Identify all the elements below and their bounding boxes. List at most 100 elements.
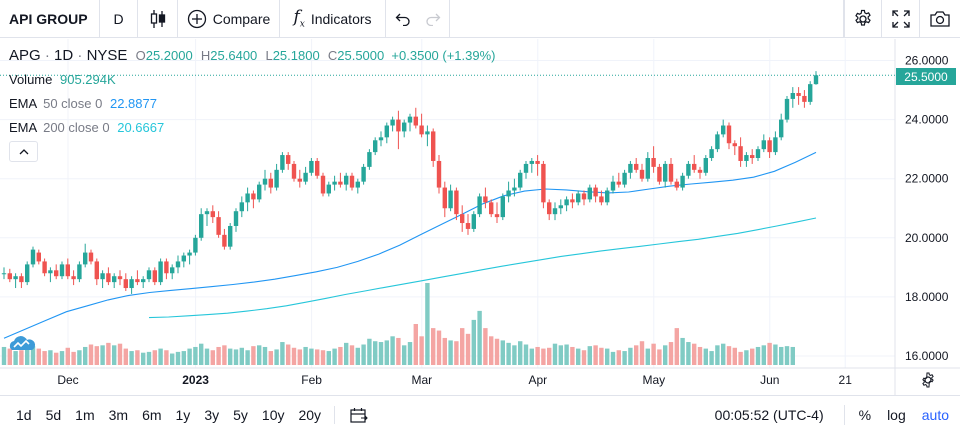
volume-bar — [790, 346, 795, 365]
candle-body — [796, 93, 801, 96]
volume-bar — [77, 350, 82, 365]
volume-bar — [291, 347, 297, 365]
volume-bar — [558, 345, 563, 365]
candle-body — [761, 140, 766, 150]
candle-body — [100, 273, 105, 280]
volume-legend[interactable]: Volume 905.294K — [9, 72, 116, 87]
x-tick-label: 2023 — [182, 373, 209, 387]
candle-body — [36, 252, 41, 262]
volume-bar — [535, 346, 540, 365]
interval-button[interactable]: D — [100, 0, 138, 38]
range-10y-button[interactable]: 10y — [261, 406, 285, 423]
candle-body — [790, 93, 795, 99]
candle-body — [390, 119, 395, 126]
candle-body — [233, 211, 239, 226]
range-3y-button[interactable]: 3y — [204, 406, 220, 423]
range-5d-button[interactable]: 5d — [45, 406, 62, 423]
undo-icon[interactable] — [395, 12, 411, 26]
clock-timezone[interactable]: 00:05:52 (UTC-4) — [714, 406, 824, 423]
candle-body — [425, 131, 430, 135]
collapse-legend-button[interactable] — [9, 141, 38, 162]
range-6m-button[interactable]: 6m — [142, 406, 162, 423]
volume-bar — [19, 350, 24, 365]
volume-bar — [634, 345, 639, 365]
volume-bar — [262, 346, 268, 365]
auto-scale-toggle[interactable]: auto — [921, 406, 949, 423]
volume-bar — [48, 350, 53, 365]
range-1y-button[interactable]: 1y — [175, 406, 191, 423]
volume-bar — [419, 336, 424, 365]
x-tick-label: Jun — [760, 373, 779, 387]
candle-body — [529, 160, 534, 164]
candle-body — [454, 190, 459, 215]
candle-body — [587, 187, 592, 200]
volume-bar — [181, 351, 186, 365]
bottom-toolbar: 1d 5d 1m 3m 6m 1y 3y 5y 10y 20y 00:05:52… — [0, 395, 960, 433]
volume-bar — [222, 345, 227, 365]
go-to-date-button[interactable] — [343, 396, 375, 433]
ema50-legend[interactable]: EMA 50 close 0 22.8877 — [9, 96, 157, 111]
compare-label: Compare — [212, 10, 271, 27]
indicators-label: Indicators — [310, 10, 372, 27]
range-1m-button[interactable]: 1m — [75, 406, 95, 423]
volume-bar — [512, 345, 517, 365]
volume-bar — [326, 351, 331, 365]
volume-bar — [529, 348, 534, 365]
candle-body — [738, 146, 743, 161]
range-3m-button[interactable]: 3m — [108, 406, 129, 423]
ema200-legend[interactable]: EMA 200 close 0 20.6667 — [9, 120, 164, 135]
volume-bar — [523, 344, 529, 365]
compare-button[interactable]: Compare — [178, 0, 280, 38]
symbol-search-button[interactable]: API GROUP — [0, 0, 100, 38]
range-20y-button[interactable]: 20y — [298, 406, 322, 423]
candle-body — [1, 273, 7, 275]
candle-body — [477, 196, 482, 215]
volume-bar — [622, 351, 627, 365]
volume-bar — [448, 340, 453, 365]
candle-body — [349, 175, 355, 188]
candle-body — [355, 181, 360, 188]
volume-bar — [309, 348, 314, 365]
candle-body — [320, 175, 326, 194]
candle-body — [674, 181, 679, 188]
candle-body — [599, 196, 604, 203]
range-1d-button[interactable]: 1d — [16, 406, 32, 423]
candle-body — [146, 270, 152, 280]
axis-settings-icon[interactable] — [922, 372, 934, 388]
candle-body — [83, 252, 88, 265]
log-scale-toggle[interactable]: log — [887, 406, 906, 423]
volume-bar — [210, 350, 215, 365]
price-chart[interactable]: 26.0000 24.0000 22.0000 20.0000 18.0000 16.00… — [0, 39, 960, 395]
range-5y-button[interactable]: 5y — [233, 406, 248, 423]
volume-bar — [784, 346, 790, 365]
symbol-label: API GROUP — [9, 10, 88, 27]
candle-body — [274, 169, 279, 188]
percent-scale-toggle[interactable]: % — [858, 406, 872, 423]
candle-body — [663, 163, 668, 182]
top-toolbar: API GROUP D Compare fx Indicators — [0, 0, 960, 38]
indicators-button[interactable]: fx Indicators — [280, 0, 386, 38]
candle-body — [361, 166, 366, 182]
volume-bar — [413, 324, 418, 365]
ema200-label: EMA — [9, 120, 37, 135]
candle-body — [634, 163, 639, 170]
volume-bar — [402, 345, 407, 365]
y-tick-label: 26.0000 — [905, 54, 949, 68]
open-value: 25.2000 — [145, 48, 193, 63]
candle-body — [779, 119, 784, 138]
volume-bar — [703, 348, 708, 365]
volume-bar — [599, 347, 604, 365]
redo-icon[interactable] — [425, 12, 441, 26]
snapshot-button[interactable] — [920, 0, 960, 38]
volume-bar — [141, 352, 146, 365]
chart-style-button[interactable] — [138, 0, 178, 38]
symbol-legend: APG · 1D · NYSE O25.2000 H25.6400 L25.18… — [9, 47, 496, 64]
candle-body — [54, 270, 59, 277]
fullscreen-button[interactable] — [882, 0, 920, 38]
candle-body — [767, 140, 772, 153]
candle-body — [378, 137, 384, 141]
volume-bar — [773, 344, 778, 365]
settings-button[interactable] — [844, 0, 882, 38]
candle-body — [697, 169, 703, 173]
close-value: 25.5000 — [337, 48, 385, 63]
